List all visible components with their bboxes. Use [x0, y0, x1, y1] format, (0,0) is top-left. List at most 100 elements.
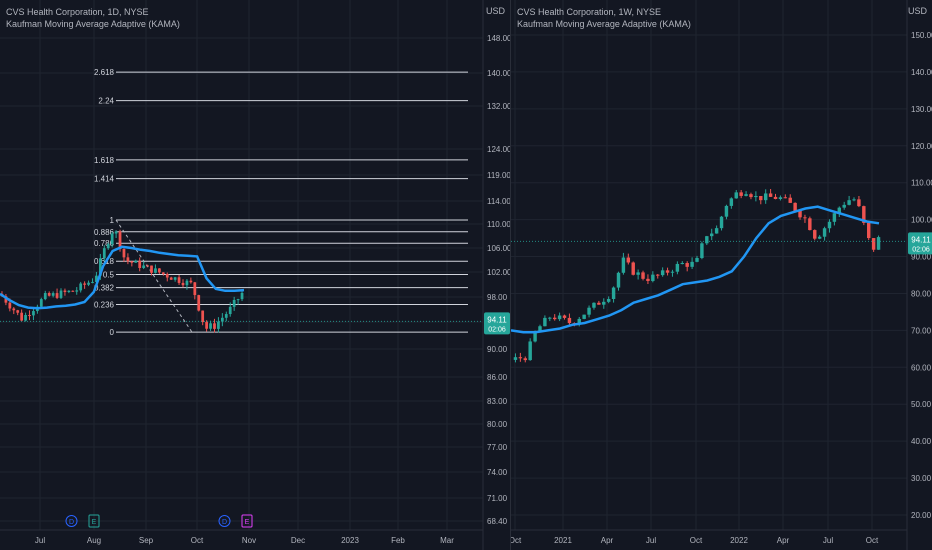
weekly-candle[interactable]: [670, 271, 675, 273]
chart-pane-weekly[interactable]: 150.00 140.00 130.00 120.00 110.00 100.00 90.0…: [510, 0, 932, 550]
weekly-candle[interactable]: [606, 299, 611, 302]
daily-candle[interactable]: [83, 283, 86, 285]
daily-candle[interactable]: [236, 299, 240, 301]
daily-candle[interactable]: [150, 265, 153, 273]
kama-line[interactable]: [511, 205, 880, 334]
weekly-candle[interactable]: [646, 278, 650, 281]
daily-candle[interactable]: [8, 302, 12, 309]
weekly-candle[interactable]: [621, 257, 626, 273]
daily-candle[interactable]: [154, 268, 157, 273]
daily-indicator-name[interactable]: Kaufman Moving Average Adaptive (KAMA): [6, 19, 180, 29]
weekly-candle[interactable]: [754, 195, 758, 198]
daily-candle[interactable]: [118, 231, 122, 249]
daily-symbol-title[interactable]: CVS Health Corporation, 1D, NYSE: [6, 7, 149, 17]
daily-candle[interactable]: [205, 322, 208, 329]
weekly-candle[interactable]: [729, 198, 734, 206]
daily-candle[interactable]: [63, 290, 67, 293]
daily-candle[interactable]: [106, 244, 110, 249]
weekly-candle[interactable]: [744, 194, 748, 196]
daily-candle[interactable]: [28, 314, 31, 316]
earnings-event-icon[interactable]: [241, 514, 253, 528]
weekly-candle[interactable]: [857, 199, 861, 207]
weekly-candle[interactable]: [582, 314, 586, 319]
daily-candle[interactable]: [181, 282, 185, 286]
weekly-candle[interactable]: [592, 302, 596, 308]
weekly-candle[interactable]: [533, 331, 537, 342]
daily-candle[interactable]: [209, 323, 212, 329]
daily-candle[interactable]: [158, 268, 161, 273]
weekly-candle[interactable]: [763, 193, 768, 201]
weekly-candle[interactable]: [616, 272, 621, 288]
daily-candle[interactable]: [24, 314, 27, 321]
weekly-candle[interactable]: [695, 258, 699, 262]
daily-candle[interactable]: [146, 265, 149, 267]
weekly-candle[interactable]: [813, 230, 817, 239]
weekly-candle[interactable]: [768, 193, 773, 197]
weekly-candle[interactable]: [543, 317, 547, 327]
fib-trend-line[interactable]: [115, 219, 193, 333]
daily-candle[interactable]: [43, 293, 47, 300]
daily-candle[interactable]: [201, 310, 205, 323]
daily-candle[interactable]: [110, 233, 114, 245]
daily-candle[interactable]: [102, 248, 106, 259]
daily-candle[interactable]: [197, 295, 201, 311]
weekly-candle[interactable]: [626, 257, 631, 263]
weekly-candle[interactable]: [518, 357, 523, 359]
daily-candle[interactable]: [173, 277, 177, 280]
weekly-candle[interactable]: [837, 207, 842, 214]
weekly-candle[interactable]: [685, 263, 689, 267]
weekly-candle[interactable]: [778, 197, 783, 200]
weekly-candle[interactable]: [513, 357, 518, 360]
weekly-candle[interactable]: [817, 236, 822, 239]
daily-candle[interactable]: [79, 283, 83, 291]
daily-candle[interactable]: [220, 317, 224, 322]
daily-candle[interactable]: [193, 282, 197, 296]
weekly-candle[interactable]: [523, 358, 527, 361]
kama-line[interactable]: [0, 245, 245, 310]
weekly-candle[interactable]: [734, 192, 738, 199]
weekly-candle[interactable]: [714, 228, 719, 234]
daily-candle[interactable]: [12, 308, 16, 311]
weekly-candle[interactable]: [862, 206, 866, 223]
weekly-candle[interactable]: [562, 315, 567, 318]
weekly-candle[interactable]: [773, 196, 778, 200]
weekly-indicator-name[interactable]: Kaufman Moving Average Adaptive (KAMA): [517, 19, 691, 29]
chart-pane-daily[interactable]: 148.00 140.00 132.00 124.00 119.00 114.00 110.…: [0, 0, 510, 550]
daily-candle[interactable]: [165, 273, 169, 278]
weekly-chart-canvas[interactable]: 150.00 140.00 130.00 120.00 110.00 100.00 90.0…: [511, 0, 932, 550]
weekly-candle[interactable]: [636, 272, 640, 275]
daily-candle[interactable]: [185, 280, 189, 286]
weekly-candle[interactable]: [538, 326, 542, 332]
weekly-candle[interactable]: [557, 315, 562, 320]
daily-candle[interactable]: [32, 311, 35, 316]
daily-candle[interactable]: [217, 321, 220, 329]
weekly-candle[interactable]: [548, 317, 552, 319]
daily-candle[interactable]: [122, 248, 126, 258]
daily-candle[interactable]: [75, 290, 79, 292]
weekly-candle[interactable]: [832, 213, 837, 222]
daily-candle[interactable]: [138, 260, 142, 268]
daily-candle[interactable]: [67, 290, 71, 293]
weekly-candle[interactable]: [759, 195, 763, 201]
weekly-candle[interactable]: [602, 301, 606, 305]
weekly-candle[interactable]: [710, 233, 714, 237]
dividend-event-icon[interactable]: [218, 515, 231, 527]
weekly-candle[interactable]: [552, 317, 557, 320]
weekly-candle[interactable]: [651, 274, 655, 281]
daily-candle[interactable]: [224, 314, 228, 318]
weekly-candle[interactable]: [793, 202, 797, 211]
daily-candle[interactable]: [126, 257, 130, 262]
daily-candle[interactable]: [114, 231, 118, 234]
daily-candle[interactable]: [4, 296, 8, 303]
weekly-candle[interactable]: [719, 216, 724, 229]
daily-candle[interactable]: [232, 299, 236, 307]
daily-candle[interactable]: [20, 312, 24, 321]
weekly-candle[interactable]: [680, 263, 684, 265]
daily-candle[interactable]: [47, 293, 51, 296]
weekly-candle[interactable]: [847, 200, 851, 205]
weekly-candle[interactable]: [587, 307, 591, 315]
weekly-candle[interactable]: [675, 263, 680, 272]
dividend-event-icon[interactable]: [65, 515, 78, 527]
weekly-candle[interactable]: [871, 238, 876, 250]
daily-candle[interactable]: [130, 261, 134, 263]
